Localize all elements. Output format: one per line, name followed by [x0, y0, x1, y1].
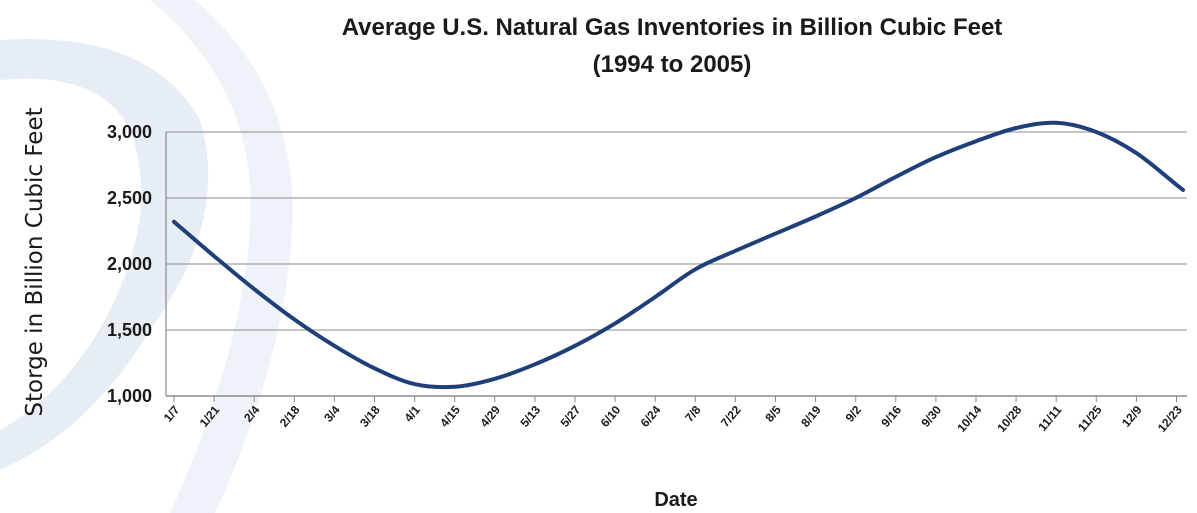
x-tick-label: 5/13 — [517, 403, 543, 430]
x-tick-label: 10/14 — [954, 403, 984, 435]
x-tick-label: 12/23 — [1155, 403, 1185, 435]
x-tick-label: 2/18 — [277, 403, 303, 430]
y-axis-ticks: 1,000 1,500 2,000 2,500 3,000 — [107, 122, 152, 406]
x-tick-label: 8/19 — [798, 403, 824, 430]
x-tick-label: 5/27 — [558, 403, 584, 430]
y-axis-label: Storge in Billion Cubic Feet — [22, 107, 48, 416]
x-tick-label: 8/5 — [762, 403, 784, 425]
y-tick-label: 2,500 — [107, 188, 152, 208]
x-tick-label: 4/15 — [437, 403, 463, 430]
y-tick-label: 3,000 — [107, 122, 152, 142]
x-tick-label: 6/10 — [598, 403, 624, 430]
x-tick-label: 7/22 — [718, 403, 744, 430]
x-tick-label: 3/4 — [321, 403, 343, 425]
x-tick-label: 9/30 — [918, 403, 944, 430]
x-tick-label: 10/28 — [994, 403, 1024, 435]
chart-title: Average U.S. Natural Gas Inventories in … — [342, 14, 1003, 41]
series-line-inventory — [172, 120, 1185, 390]
x-tick-label: 3/18 — [357, 403, 383, 430]
y-tick-label: 2,000 — [107, 254, 152, 274]
y-tick-label: 1,000 — [107, 386, 152, 406]
x-tick-label: 12/9 — [1119, 403, 1145, 430]
x-tick-label: 11/25 — [1075, 403, 1105, 435]
x-tick-label: 6/24 — [638, 403, 664, 430]
x-tick-label: 9/16 — [878, 403, 904, 430]
x-tick-label: 9/2 — [843, 403, 865, 425]
x-tick-label: 7/8 — [682, 403, 704, 425]
x-axis-label: Date — [654, 489, 697, 511]
x-tick-label: 11/11 — [1035, 403, 1064, 434]
watermark-decoration — [0, 0, 293, 513]
x-tick-label: 4/29 — [477, 403, 503, 430]
x-tick-label: 1/7 — [161, 403, 183, 425]
x-tick-label: 4/1 — [401, 403, 423, 425]
chart-subtitle: (1994 to 2005) — [593, 51, 752, 78]
y-tick-label: 1,500 — [107, 320, 152, 340]
x-axis-ticks: 1/7 1/21 2/4 2/18 3/4 3/18 4/1 4/15 4/29 5/13 5/27… — [161, 396, 1185, 435]
gridlines — [166, 131, 1187, 331]
